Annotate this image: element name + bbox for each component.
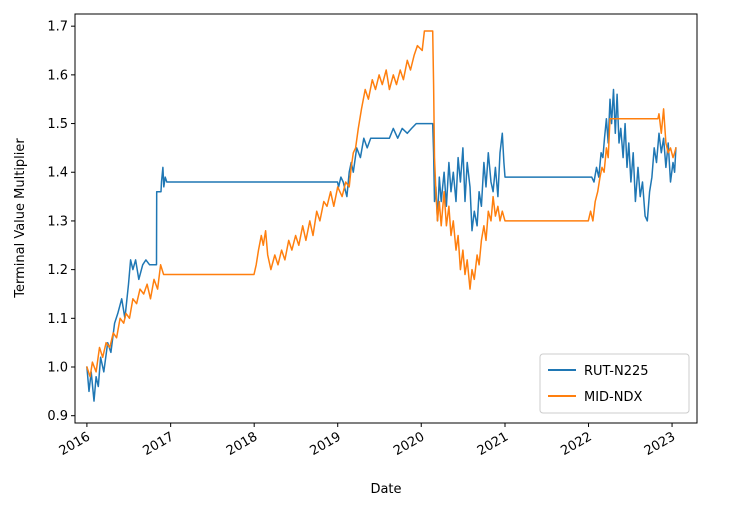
x-tick-label: 2019: [308, 429, 344, 459]
plot-area-frame: [74, 13, 698, 424]
y-axis-label: Terminal Value Multiplier: [13, 138, 28, 299]
y-tick-label: 1.7: [47, 20, 68, 35]
x-tick-label: 2017: [140, 429, 176, 459]
x-tick-label: 2016: [57, 429, 93, 459]
y-tick-label: 1.6: [47, 68, 68, 83]
y-tick-label: 1.5: [47, 117, 68, 132]
y-tick-label: 1.1: [47, 312, 68, 327]
x-tick-label: 2022: [558, 429, 594, 459]
series-line-rut-n225: [86, 88, 677, 402]
x-tick-label: 2021: [475, 429, 511, 459]
x-axis-label: Date: [370, 482, 401, 497]
x-tick-label: 2018: [224, 429, 260, 459]
legend: RUT-N225 MID-NDX: [539, 353, 690, 414]
series-layer: [86, 30, 677, 402]
legend-label-rut-n225: RUT-N225: [584, 364, 649, 379]
x-axis-ticks: 2016 2017 2018 2019 2020 2021 2022 2023: [57, 423, 678, 459]
y-tick-label: 1.0: [47, 361, 68, 376]
legend-label-mid-ndx: MID-NDX: [584, 390, 642, 405]
x-tick-label: 2020: [391, 429, 427, 459]
series-line-mid-ndx: [86, 30, 677, 378]
y-tick-label: 0.9: [47, 409, 68, 424]
y-tick-label: 1.3: [47, 214, 68, 229]
y-tick-label: 1.4: [47, 166, 68, 181]
x-tick-label: 2023: [642, 429, 678, 459]
y-tick-label: 1.2: [47, 263, 68, 278]
y-axis-ticks: 0.9 1.0 1.1 1.2 1.3 1.4 1.5 1.6 1.7: [47, 20, 75, 424]
legend-box: [539, 353, 690, 414]
